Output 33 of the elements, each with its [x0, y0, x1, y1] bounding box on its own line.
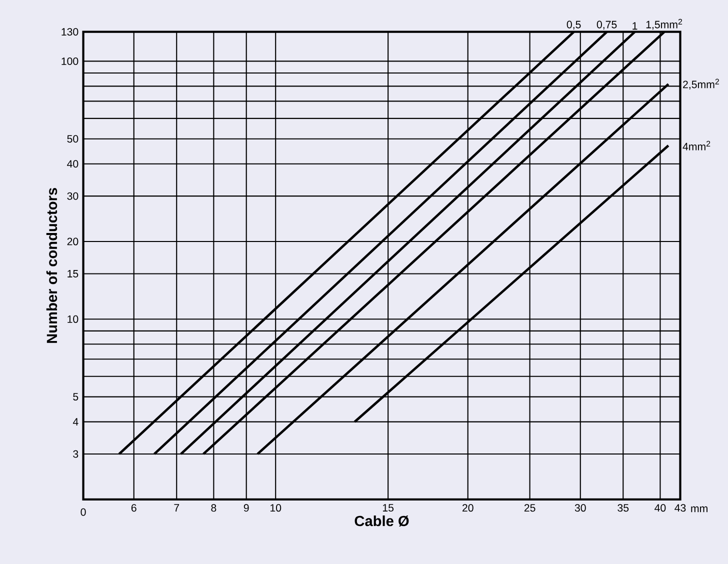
x-tick-label: 43: [674, 504, 686, 512]
text: 0: [80, 508, 86, 516]
y-tick-label: 5: [73, 393, 78, 400]
y-tick-label: 40: [67, 160, 78, 168]
y-tick-label: 3: [73, 450, 78, 458]
x-tick-label: 20: [462, 504, 474, 512]
y-tick-label: 10: [68, 315, 78, 323]
x-axis-title: Cable Ø: [354, 515, 409, 526]
y-tick-label: 30: [67, 192, 78, 200]
x-tick-label: 40: [654, 504, 666, 512]
series-label: 2,5mm$^{2}$: [683, 78, 719, 90]
x-tick-label: 35: [618, 504, 629, 512]
y-tick-label: 4: [72, 418, 78, 426]
series-label: 1,5mm$^{2}$: [646, 18, 682, 30]
series-label: 0,5: [566, 20, 581, 30]
x-tick-label: 9: [244, 504, 249, 512]
x-tick-label: 30: [574, 504, 586, 512]
x-tick-label: 25: [524, 504, 536, 512]
y-tick-label: 50: [67, 135, 78, 143]
y-tick-label: 100: [62, 57, 78, 65]
x-tick-label: 15: [382, 504, 394, 512]
series-label: 0,75: [596, 20, 617, 30]
series-label: 4mm$^{2}$: [682, 140, 710, 150]
y-tick-label: 130: [62, 28, 78, 36]
text: mm: [691, 506, 708, 512]
x-tick-label: 10: [270, 504, 282, 512]
y-axis-title: Number of conductors: [46, 188, 58, 343]
series-label: 1: [632, 22, 638, 30]
y-tick-label: 15: [68, 270, 78, 278]
x-tick-label: 8: [211, 504, 216, 512]
y-tick-label: 20: [67, 238, 78, 246]
x-tick-label: 6: [131, 504, 136, 512]
x-tick-label: 7: [174, 504, 180, 512]
